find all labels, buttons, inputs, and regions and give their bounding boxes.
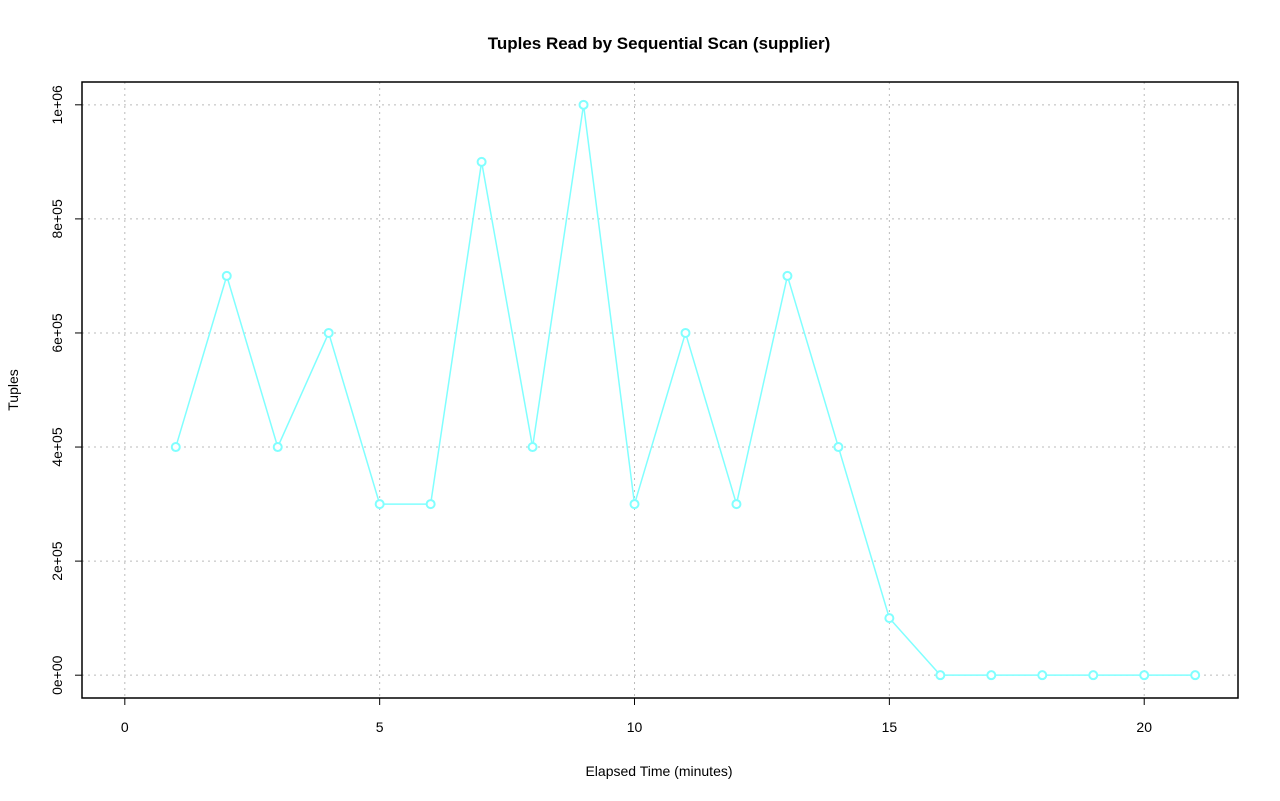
y-tick-label: 8e+05 xyxy=(49,199,65,239)
data-point xyxy=(221,270,232,281)
y-tick-label: 2e+05 xyxy=(49,541,65,581)
x-tick-label: 5 xyxy=(376,719,384,735)
data-point xyxy=(782,270,793,281)
y-tick-label: 0e+00 xyxy=(49,655,65,695)
data-point xyxy=(425,499,436,510)
x-tick-label: 15 xyxy=(882,719,898,735)
x-tick-label: 10 xyxy=(627,719,643,735)
series-line xyxy=(175,104,1196,676)
data-point xyxy=(731,499,742,510)
x-tick-label: 0 xyxy=(121,719,129,735)
data-point xyxy=(1037,670,1048,681)
data-point xyxy=(629,499,640,510)
data-point xyxy=(578,99,589,110)
data-point xyxy=(476,156,487,167)
data-point xyxy=(170,442,181,453)
plot-frame xyxy=(81,81,1239,699)
data-point xyxy=(1088,670,1099,681)
data-point xyxy=(680,327,691,338)
y-axis-label: Tuples xyxy=(5,369,21,411)
chart-title: Tuples Read by Sequential Scan (supplier… xyxy=(488,34,831,53)
data-point xyxy=(272,442,283,453)
x-tick-label: 20 xyxy=(1136,719,1152,735)
data-point xyxy=(935,670,946,681)
data-point xyxy=(374,499,385,510)
data-point xyxy=(323,327,334,338)
data-point xyxy=(527,442,538,453)
data-point xyxy=(884,613,895,624)
y-tick-label: 1e+06 xyxy=(49,85,65,125)
x-axis-label: Elapsed Time (minutes) xyxy=(585,763,732,779)
data-point xyxy=(1139,670,1150,681)
y-tick-label: 4e+05 xyxy=(49,427,65,467)
data-point xyxy=(833,442,844,453)
data-point xyxy=(1190,670,1201,681)
y-tick-label: 6e+05 xyxy=(49,313,65,353)
data-point xyxy=(986,670,997,681)
